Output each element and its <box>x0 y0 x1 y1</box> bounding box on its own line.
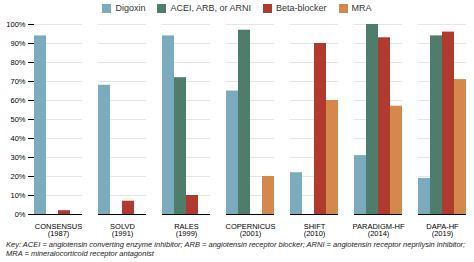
html-text:ACEI, ARB, or ARNI: ACEI, ARB, or ARNI <box>170 3 251 13</box>
svg-text:40%: 40% <box>10 134 25 143</box>
svg-text:50%: 50% <box>10 115 25 124</box>
svg-text:0%: 0% <box>15 210 26 219</box>
html-text:MRA = mineralocorticoid recept: MRA = mineralocorticoid receptor antagon… <box>6 249 154 258</box>
svg-text:CONSENSUS(1987): CONSENSUS(1987) <box>35 222 83 238</box>
html-text:Beta-blocker: Beta-blocker <box>276 3 327 13</box>
svg-text:80%: 80% <box>10 58 25 67</box>
svg-text:60%: 60% <box>10 96 25 105</box>
html-text:Digoxin: Digoxin <box>115 3 146 13</box>
html-text:MRA: MRA <box>351 3 372 13</box>
svg-text:DAPA-HF(2019): DAPA-HF(2019) <box>426 222 459 238</box>
svg-text:20%: 20% <box>10 172 25 181</box>
svg-text:70%: 70% <box>10 77 25 86</box>
svg-text:PARADIGM-HF(2014): PARADIGM-HF(2014) <box>353 222 405 238</box>
svg-text:COPERNICUS(2001): COPERNICUS(2001) <box>225 222 275 238</box>
svg-text:RALES(1999): RALES(1999) <box>174 222 199 238</box>
svg-text:90%: 90% <box>10 39 25 48</box>
html-text:Key: ACEI = angiotensin conver: Key: ACEI = angiotensin converting enzym… <box>6 240 466 249</box>
svg-text:30%: 30% <box>10 153 25 162</box>
svg-text:SOLVD(1991): SOLVD(1991) <box>110 222 135 238</box>
svg-text:10%: 10% <box>10 191 25 200</box>
svg-text:100%: 100% <box>6 20 26 29</box>
svg-text:SHIFT(2010): SHIFT(2010) <box>304 222 326 238</box>
